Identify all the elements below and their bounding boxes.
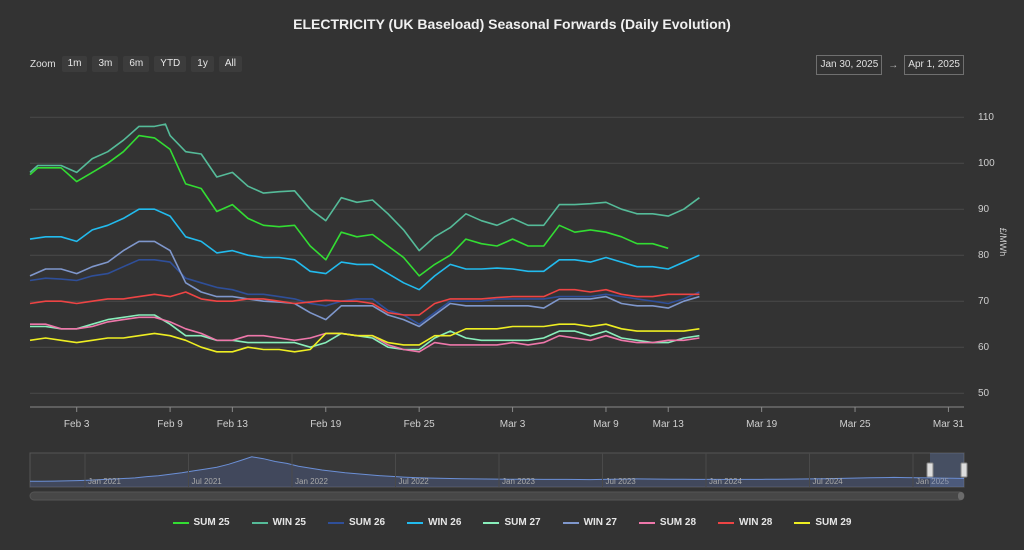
legend-swatch bbox=[638, 521, 655, 524]
legend-swatch bbox=[407, 521, 424, 524]
y-tick-label: 100 bbox=[978, 158, 995, 169]
zoom-all-button[interactable]: All bbox=[218, 56, 242, 72]
scrollbar[interactable] bbox=[29, 491, 965, 501]
series-line-win-27[interactable] bbox=[29, 240, 700, 328]
legend-swatch bbox=[172, 521, 189, 524]
legend-item-sum-27[interactable]: SUM 27 bbox=[483, 517, 541, 528]
legend-label: SUM 29 bbox=[815, 517, 852, 528]
x-tick-label: Feb 19 bbox=[310, 419, 342, 430]
x-tick-label: Mar 9 bbox=[593, 419, 619, 430]
navigator-label: Jan 2024 bbox=[709, 477, 742, 486]
legend-item-sum-25[interactable]: SUM 25 bbox=[172, 517, 230, 528]
x-tick-label: Mar 3 bbox=[500, 419, 526, 430]
y-tick-label: 80 bbox=[978, 250, 990, 261]
series-line-win-28[interactable] bbox=[29, 288, 700, 316]
legend-item-win-27[interactable]: WIN 27 bbox=[562, 517, 617, 528]
x-tick-label: Feb 9 bbox=[157, 419, 183, 430]
navigator-label: Jul 2022 bbox=[399, 477, 430, 486]
zoom-1m-button[interactable]: 1m bbox=[61, 56, 88, 72]
series-line-win-25[interactable] bbox=[29, 123, 700, 252]
x-tick-label: Mar 13 bbox=[653, 419, 685, 430]
legend-swatch bbox=[562, 521, 579, 524]
x-tick-label: Feb 25 bbox=[404, 419, 436, 430]
zoom-selector: Zoom 1m 3m 6m YTD 1y All bbox=[30, 56, 247, 72]
navigator-label: Jul 2023 bbox=[606, 477, 637, 486]
legend-swatch bbox=[483, 521, 500, 524]
range-arrow-icon: → bbox=[888, 59, 899, 71]
y-tick-label: 110 bbox=[978, 112, 994, 123]
legend-label: WIN 26 bbox=[428, 517, 462, 528]
x-tick-label: Feb 13 bbox=[217, 419, 249, 430]
x-tick-label: Mar 25 bbox=[839, 419, 871, 430]
x-axis: Feb 3 Feb 9 Feb 13 Feb 19 Feb 25 Mar 3 Mar 9 Ma… bbox=[30, 406, 965, 430]
legend-label: WIN 25 bbox=[272, 517, 306, 528]
zoom-1y-button[interactable]: 1y bbox=[191, 56, 214, 72]
scrollbar-track[interactable] bbox=[29, 491, 965, 501]
x-tick-label: Mar 31 bbox=[933, 419, 965, 430]
range-from-input[interactable]: Jan 30, 2025 bbox=[816, 55, 883, 75]
legend-item-sum-28[interactable]: SUM 28 bbox=[638, 517, 697, 528]
navigator-label: Jan 2022 bbox=[295, 477, 328, 486]
series-line-win-26[interactable] bbox=[29, 208, 700, 291]
grid-lines bbox=[30, 116, 964, 394]
navigator-label: Jul 2021 bbox=[192, 477, 223, 486]
x-tick-label: Mar 19 bbox=[746, 419, 778, 430]
legend-label: SUM 25 bbox=[193, 517, 230, 528]
navigator[interactable]: Jan 2021 Jul 2021 Jan 2022 Jul 2022 Jan 2023… bbox=[29, 452, 968, 488]
zoom-6m-button[interactable]: 6m bbox=[123, 56, 150, 72]
series-line-sum-29[interactable] bbox=[29, 323, 700, 353]
navigator-background bbox=[29, 452, 965, 488]
scrollbar-thumb[interactable] bbox=[958, 492, 964, 500]
y-tick-label: 70 bbox=[978, 296, 990, 307]
x-tick-label: Feb 3 bbox=[64, 419, 90, 430]
zoom-ytd-button[interactable]: YTD bbox=[154, 56, 187, 72]
series-line-sum-28[interactable] bbox=[30, 316, 700, 353]
series-line-sum-26[interactable] bbox=[29, 259, 700, 325]
date-range-selector: Jan 30, 2025 → Apr 1, 2025 bbox=[816, 55, 964, 75]
legend-label: SUM 27 bbox=[504, 517, 541, 528]
legend-swatch bbox=[251, 521, 268, 524]
range-to-input[interactable]: Apr 1, 2025 bbox=[904, 55, 964, 75]
series-line-sum-25[interactable] bbox=[29, 134, 669, 277]
legend-label: SUM 26 bbox=[348, 517, 386, 528]
y-tick-label: 60 bbox=[978, 342, 990, 353]
zoom-3m-button[interactable]: 3m bbox=[92, 56, 119, 72]
y-tick-label: 50 bbox=[978, 388, 990, 399]
y-tick-label: 90 bbox=[978, 204, 990, 215]
navigator-label: Jan 2021 bbox=[88, 477, 121, 486]
legend-label: WIN 28 bbox=[739, 517, 773, 528]
legend: SUM 25 WIN 25 SUM 26 WIN 26 SUM 27 WIN 27 SUM … bbox=[0, 517, 1024, 528]
chart-title: ELECTRICITY (UK Baseload) Seasonal Forwa… bbox=[293, 16, 731, 32]
series-line-sum-27[interactable] bbox=[30, 314, 700, 351]
navigator-label: Jan 2023 bbox=[502, 477, 535, 486]
navigator-handle[interactable] bbox=[926, 462, 934, 478]
navigator-area bbox=[30, 456, 964, 487]
navigator-handle[interactable] bbox=[960, 462, 968, 478]
legend-item-win-25[interactable]: WIN 25 bbox=[251, 517, 306, 528]
legend-label: SUM 28 bbox=[659, 517, 697, 528]
legend-label: WIN 27 bbox=[583, 517, 617, 528]
navigator-selection[interactable] bbox=[930, 453, 964, 487]
legend-swatch bbox=[327, 521, 344, 524]
navigator-label: Jan 2025 bbox=[916, 477, 949, 486]
navigator-label: Jul 2024 bbox=[813, 477, 844, 486]
y-axis-label: £/MWh bbox=[998, 228, 1008, 257]
legend-swatch bbox=[794, 521, 811, 524]
legend-item-win-26[interactable]: WIN 26 bbox=[407, 517, 461, 528]
legend-swatch bbox=[718, 521, 735, 524]
y-axis: 50 60 70 80 90 100 110 bbox=[978, 112, 995, 399]
series-lines bbox=[29, 123, 700, 353]
navigator-line bbox=[29, 456, 965, 482]
zoom-label: Zoom bbox=[30, 58, 56, 70]
legend-item-sum-26[interactable]: SUM 26 bbox=[327, 517, 386, 528]
legend-item-sum-29[interactable]: SUM 29 bbox=[794, 517, 852, 528]
legend-item-win-28[interactable]: WIN 28 bbox=[718, 517, 772, 528]
